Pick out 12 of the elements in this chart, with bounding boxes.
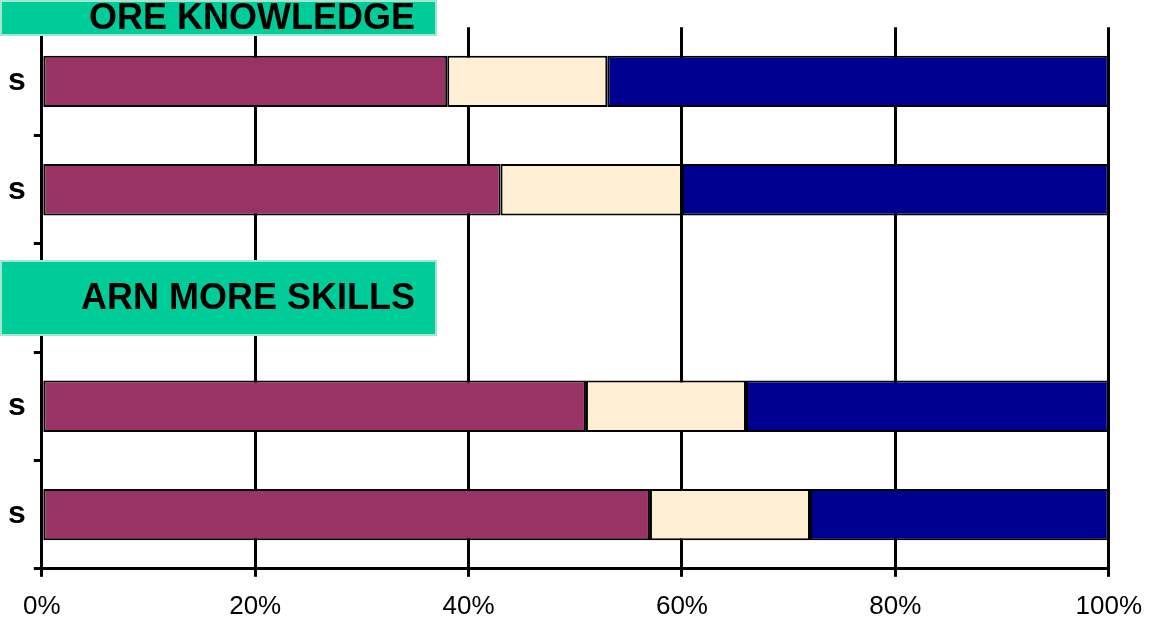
x-tick-label: 80%: [869, 589, 922, 620]
x-tick-label: 0%: [23, 589, 61, 620]
x-tick-label: 20%: [229, 589, 282, 620]
y-tick-label: s: [8, 169, 26, 206]
x-tick-label: 60%: [655, 589, 708, 620]
y-tick-label: s: [8, 494, 26, 531]
y-tick-label: s: [8, 61, 26, 98]
y-tick-label: s: [8, 386, 26, 423]
x-tick-label: 40%: [442, 589, 495, 620]
x-tick-label: 100%: [1075, 589, 1142, 620]
annotation: ARN MORE SKILLS: [80, 275, 415, 317]
annotation: ORE KNOWLEDGE: [88, 0, 415, 37]
